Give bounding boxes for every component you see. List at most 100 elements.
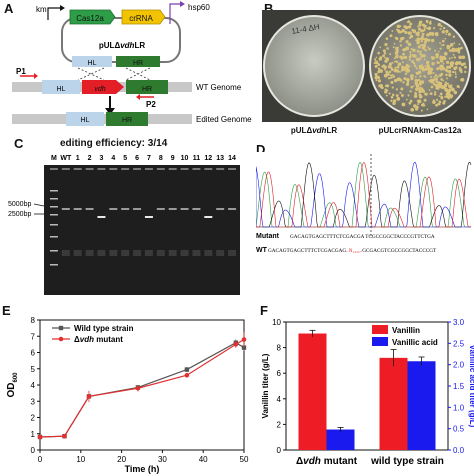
- bar: [379, 357, 408, 450]
- lane-label: 9: [171, 155, 175, 162]
- colony: [414, 78, 419, 83]
- colony: [460, 77, 465, 82]
- gel-well: [121, 168, 130, 170]
- wt-genome-label: WT Genome: [196, 83, 242, 92]
- primer-smear: [168, 250, 177, 256]
- colony: [442, 62, 445, 65]
- growth-curve-chart: 0 10 20 30 40 50 0 1 2 3 4 5 6 7 8 Time (h) OD600 Wild t…: [6, 316, 249, 474]
- marker-band: [49, 190, 58, 192]
- vdh-label: vdh: [94, 86, 105, 93]
- category-label: Δvdh mutant: [296, 456, 358, 467]
- pcr-band: [133, 208, 142, 210]
- colony: [422, 54, 426, 58]
- colony: [440, 25, 443, 28]
- panel-letter-b: B: [264, 1, 274, 16]
- colony: [421, 35, 424, 39]
- colony: [457, 86, 460, 89]
- colony: [412, 62, 416, 65]
- colony: [423, 40, 427, 44]
- colony: [421, 46, 426, 50]
- colony: [438, 84, 443, 88]
- colony: [445, 29, 449, 33]
- colony: [433, 76, 436, 79]
- colony: [450, 84, 453, 87]
- colony: [409, 90, 412, 93]
- y2-axis-label: Vanillic acid titer (g/L): [468, 345, 474, 428]
- primer-smear: [228, 250, 237, 256]
- plasmid-hl: [72, 56, 112, 67]
- colony: [412, 29, 417, 34]
- pcr-band: [73, 208, 82, 210]
- edited-hl: [66, 112, 104, 126]
- colony: [416, 50, 420, 53]
- colony: [443, 99, 446, 103]
- colony: [407, 20, 411, 24]
- colony: [460, 46, 463, 50]
- y-tick-label: 3: [31, 397, 36, 406]
- colony: [419, 50, 422, 53]
- colony: [403, 77, 407, 81]
- colony: [420, 43, 423, 47]
- colony: [452, 53, 455, 56]
- gel-well: [61, 168, 70, 170]
- colony: [423, 27, 426, 30]
- colony: [436, 61, 440, 64]
- colony: [432, 100, 436, 104]
- y-tick-label: 6: [277, 369, 282, 378]
- edited-genome-label: Edited Genome: [196, 115, 252, 124]
- primer-smear: [204, 250, 213, 256]
- colony: [420, 80, 425, 84]
- colony: [426, 20, 429, 23]
- colony: [456, 48, 461, 53]
- colony: [401, 65, 405, 69]
- colony: [392, 46, 395, 49]
- colony: [395, 37, 399, 41]
- colony: [408, 36, 412, 39]
- colony: [405, 77, 410, 82]
- y-tick-label: 8: [31, 316, 36, 325]
- colony: [446, 65, 450, 69]
- colony: [434, 49, 437, 52]
- colony: [448, 65, 451, 68]
- colony: [427, 46, 430, 49]
- edited-hr: [106, 112, 148, 126]
- colony: [417, 78, 421, 82]
- y-axis-label: Vanillin titer (g/L): [261, 353, 270, 418]
- series-line: [39, 338, 245, 438]
- colony: [414, 81, 419, 86]
- colony: [393, 60, 396, 63]
- colony: [395, 60, 398, 63]
- lane-label: 14: [228, 155, 236, 162]
- colony: [442, 79, 445, 82]
- colony: [428, 71, 433, 75]
- colony: [448, 57, 451, 60]
- colony: [419, 75, 422, 78]
- colony: [432, 56, 436, 60]
- colony: [430, 80, 434, 84]
- gel-figure: M WT 1 2 3 4 5 6 7 8 9 10 11 12 13 14 5000bp 2500bp: [8, 155, 240, 295]
- y2-tick-label: 3.0: [453, 318, 465, 327]
- colony: [388, 70, 392, 74]
- marker-band: [49, 206, 58, 208]
- colony: [380, 84, 382, 86]
- colony: [423, 75, 426, 78]
- y2-tick-label: 2.5: [453, 339, 465, 348]
- chromatogram-trace: [256, 161, 471, 228]
- colony: [390, 76, 393, 79]
- edited-hr-label: HR: [122, 117, 132, 124]
- colony: [378, 57, 382, 61]
- colony: [421, 66, 425, 69]
- colony: [424, 65, 427, 67]
- gel-well: [228, 168, 237, 170]
- marker-band: [49, 198, 58, 200]
- colony: [419, 37, 423, 41]
- panel-letter-c: C: [14, 136, 24, 151]
- data-point: [241, 345, 247, 350]
- colony: [379, 46, 382, 49]
- colony: [433, 27, 436, 30]
- colony: [404, 72, 408, 76]
- pcr-band: [192, 208, 201, 210]
- panel-letter-e: E: [2, 303, 11, 318]
- colony: [377, 67, 381, 71]
- colony: [388, 92, 391, 95]
